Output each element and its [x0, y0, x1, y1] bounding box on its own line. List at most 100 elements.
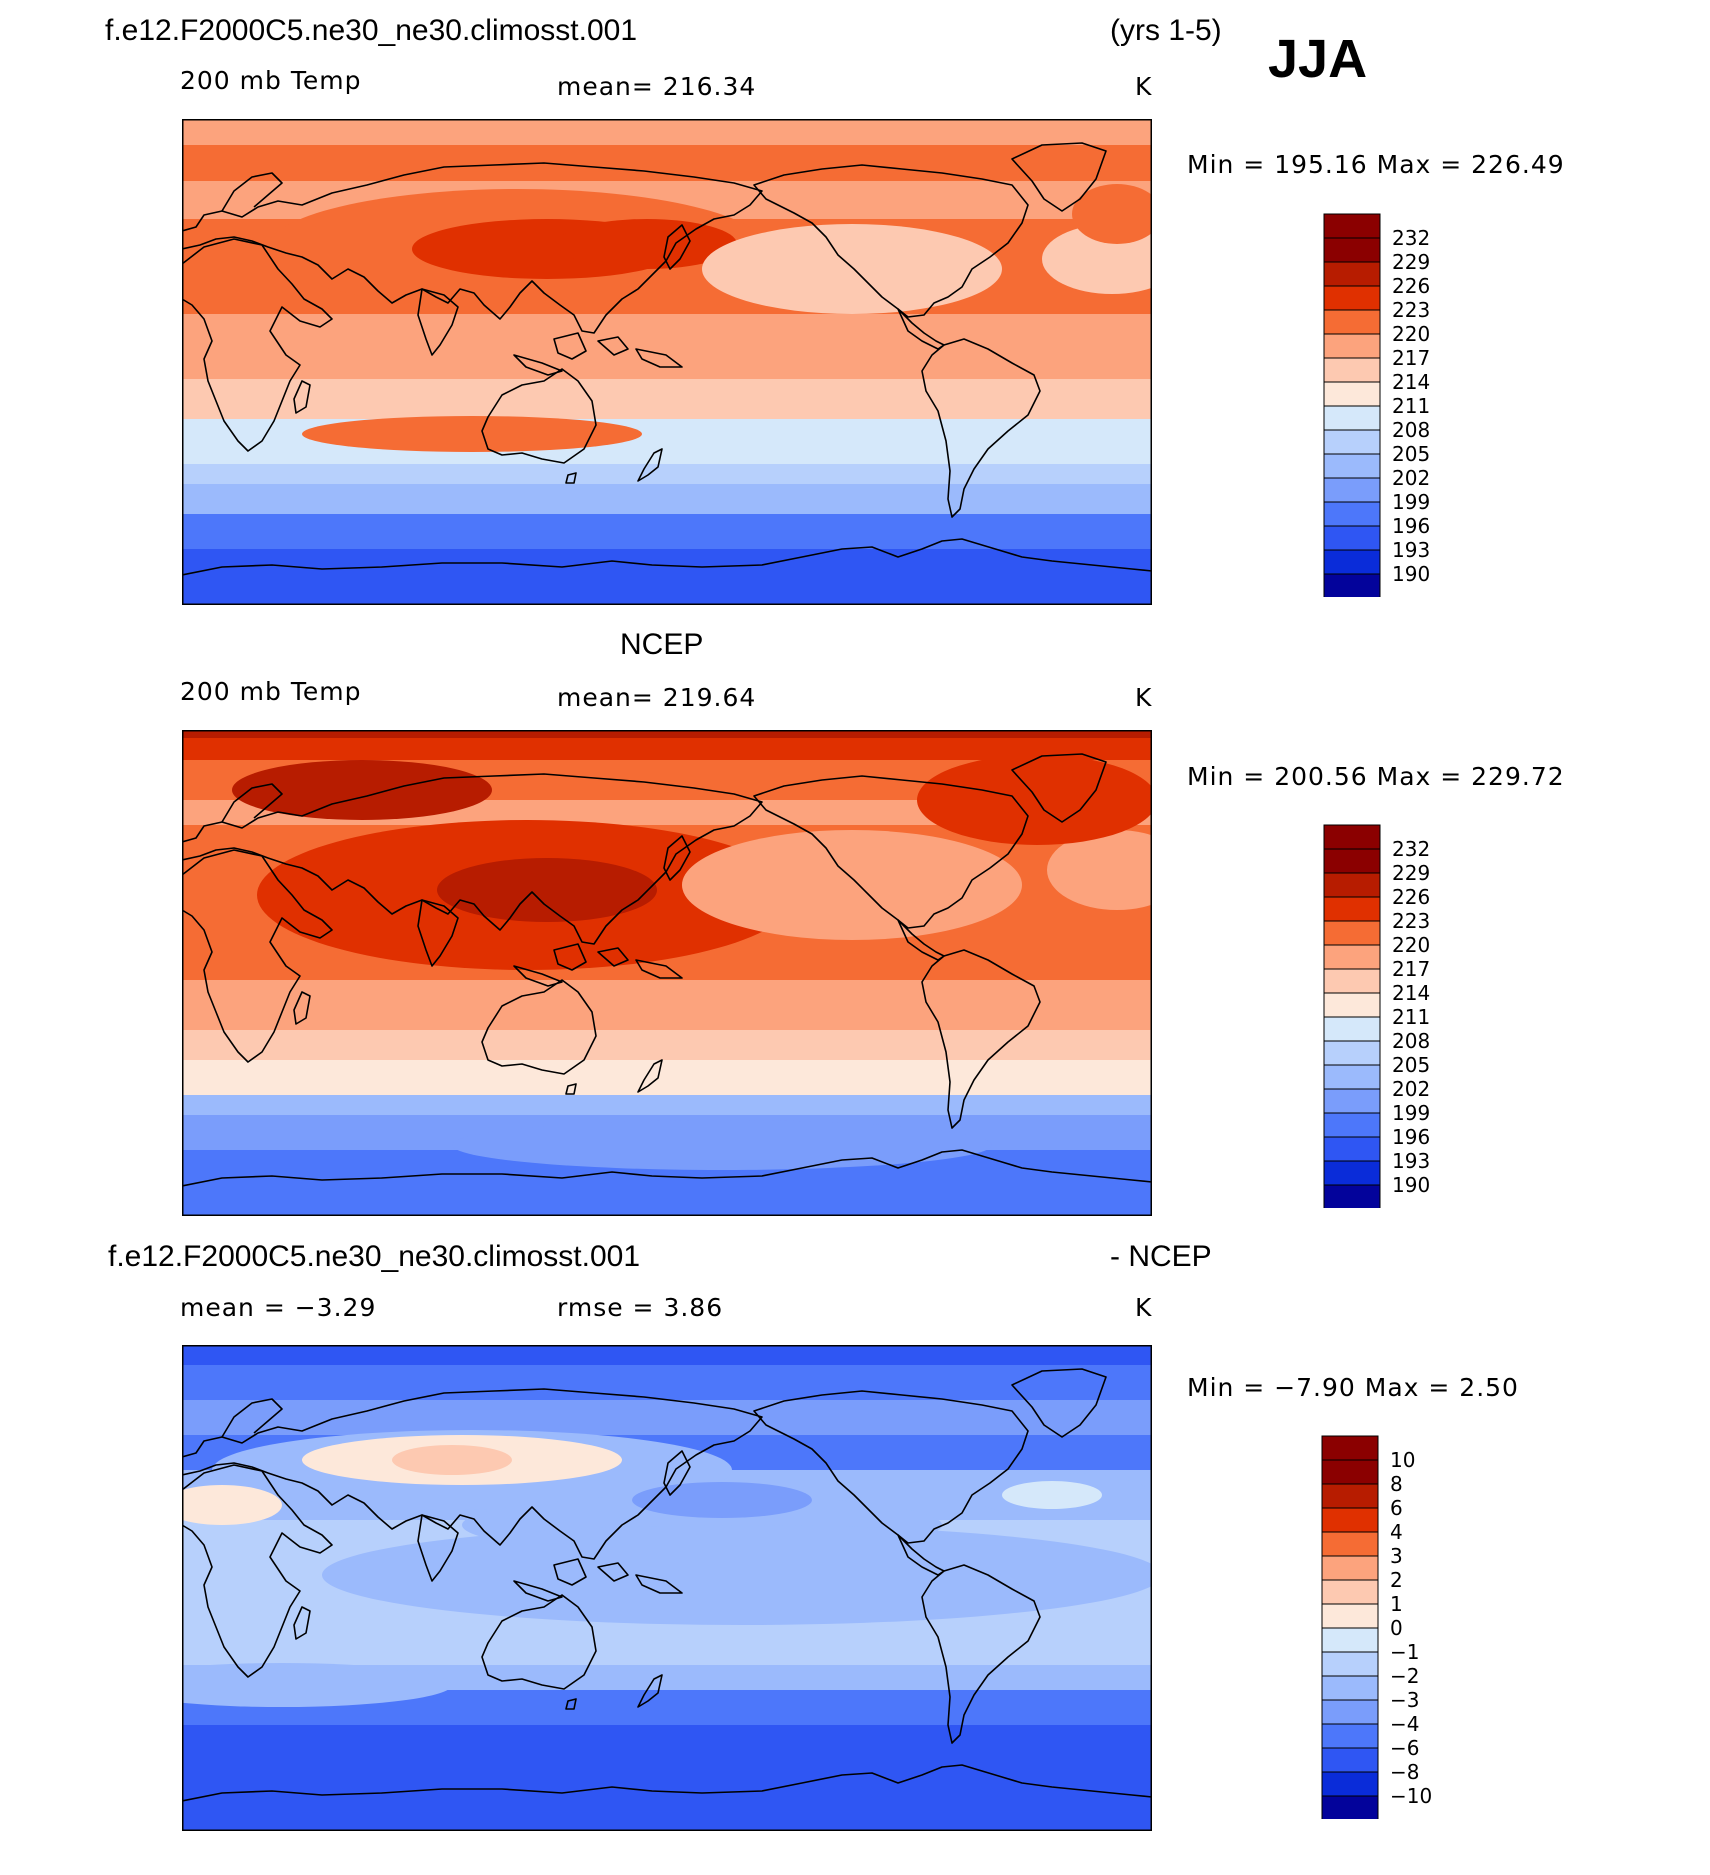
colorbar-box-9	[1321, 1651, 1379, 1677]
panel1-colorbar: 2322292262232202172142112082052021991961…	[1323, 213, 1430, 597]
coastline-10	[481, 1594, 597, 1690]
panel1-mean-label: mean= 216.34	[557, 72, 757, 101]
colorbar-box-14	[1321, 1771, 1379, 1797]
colorbar-label-0: 10	[1390, 1448, 1415, 1472]
coastline-17	[182, 538, 1152, 576]
panel2-units-label: K	[1135, 683, 1153, 712]
coastline-13	[1011, 753, 1107, 823]
contour-band-8	[182, 1725, 1152, 1831]
coastline-11	[565, 472, 577, 484]
colorbar-box-4	[1323, 309, 1381, 335]
coastline-5	[663, 1450, 691, 1496]
coastline-9	[635, 959, 683, 979]
colorbar-box-6	[1323, 968, 1381, 994]
coastline-5	[663, 224, 691, 270]
contour-band-2	[182, 1400, 1152, 1435]
panel1-variable-label: 200 mb Temp	[180, 66, 362, 95]
colorbar-box-1	[1323, 237, 1381, 263]
coastline-16	[921, 1564, 1041, 1744]
contour-region-1	[437, 858, 657, 922]
coastline-7	[553, 1558, 587, 1586]
colorbar-box-0	[1323, 824, 1381, 850]
coastline-13	[1011, 1368, 1107, 1438]
colorbar-label-6: 214	[1392, 981, 1430, 1005]
colorbar-label-14: 190	[1392, 1173, 1430, 1197]
colorbar-label-4: 220	[1392, 322, 1430, 346]
map-frame	[182, 730, 1152, 1216]
colorbar-label-4: 220	[1392, 933, 1430, 957]
colorbar-label-2: 6	[1390, 1496, 1403, 1520]
contour-band-7	[182, 1060, 1152, 1095]
contour-band-8	[182, 1095, 1152, 1115]
contour-region-5	[632, 1482, 812, 1518]
coastline-0	[182, 238, 333, 452]
coastline-2	[182, 773, 763, 945]
coastline-14	[753, 164, 1029, 318]
coastline-11	[565, 1083, 577, 1095]
map-fill-layer	[182, 119, 1152, 605]
coastline-16	[921, 338, 1041, 518]
colorbar-label-3: 4	[1390, 1520, 1403, 1544]
colorbar-box-2	[1321, 1483, 1379, 1509]
colorbar-box-12	[1323, 501, 1381, 527]
contour-band-5	[182, 379, 1152, 419]
colorbar-box-7	[1323, 381, 1381, 407]
colorbar-label-10: 202	[1392, 1077, 1430, 1101]
colorbar-box-1	[1323, 848, 1381, 874]
contour-band-1	[182, 1365, 1152, 1400]
coastline-4	[417, 1514, 459, 1582]
colorbar-label-0: 232	[1392, 226, 1430, 250]
contour-region-7	[1002, 1481, 1102, 1509]
colorbar-box-14	[1323, 549, 1381, 575]
coastlines	[182, 1368, 1152, 1802]
colorbar-box-11	[1323, 477, 1381, 503]
colorbar-box-9	[1323, 429, 1381, 455]
map-fill-layer	[182, 730, 1152, 1216]
coastline-10	[481, 979, 597, 1075]
coastline-3	[221, 783, 283, 823]
colorbar-label-9: −2	[1390, 1664, 1419, 1688]
colorbar-label-0: 232	[1392, 837, 1430, 861]
colorbar-box-15	[1321, 1795, 1379, 1819]
coastline-9	[635, 1574, 683, 1594]
colorbar-label-1: 229	[1392, 861, 1430, 885]
colorbar-label-9: 205	[1392, 1053, 1430, 1077]
contour-region-6	[452, 1120, 992, 1170]
colorbar-label-6: 214	[1392, 370, 1430, 394]
colorbar-box-7	[1323, 992, 1381, 1018]
colorbar-label-12: −6	[1390, 1736, 1419, 1760]
contour-region-8	[182, 1663, 452, 1707]
colorbar-box-15	[1323, 1184, 1381, 1208]
colorbar-box-8	[1323, 405, 1381, 431]
coastline-4	[417, 288, 459, 356]
panel3-mean-label: mean = −3.29	[180, 1293, 377, 1322]
season-label: JJA	[1268, 29, 1368, 89]
contour-region-5	[232, 760, 492, 820]
coastline-9	[635, 348, 683, 368]
colorbar-label-7: 211	[1392, 1005, 1430, 1029]
coastline-12	[637, 1674, 663, 1708]
contour-band-1	[182, 145, 1152, 181]
colorbar-box-6	[1321, 1579, 1379, 1605]
contour-band-5	[182, 980, 1152, 1030]
coastline-8	[597, 1562, 629, 1582]
coastline-12	[637, 448, 663, 482]
colorbar-label-7: 211	[1392, 394, 1430, 418]
colorbar-label-5: 217	[1392, 346, 1430, 370]
coastline-3	[221, 172, 283, 212]
coastline-13	[1011, 142, 1107, 212]
colorbar-label-1: 229	[1392, 250, 1430, 274]
colorbar-label-5: 2	[1390, 1568, 1403, 1592]
colorbar-box-2	[1323, 872, 1381, 898]
panel1-case-title: f.e12.F2000C5.ne30_ne30.climosst.001	[105, 14, 638, 47]
colorbar-label-2: 226	[1392, 274, 1430, 298]
colorbar-label-3: 223	[1392, 909, 1430, 933]
colorbar-label-14: 190	[1392, 562, 1430, 586]
coastlines	[182, 753, 1152, 1187]
colorbar-box-12	[1321, 1723, 1379, 1749]
coastline-7	[553, 943, 587, 971]
coastline-3	[221, 1398, 283, 1438]
coastline-4	[417, 899, 459, 967]
colorbar-label-1: 8	[1390, 1472, 1403, 1496]
contour-band-10	[182, 549, 1152, 605]
